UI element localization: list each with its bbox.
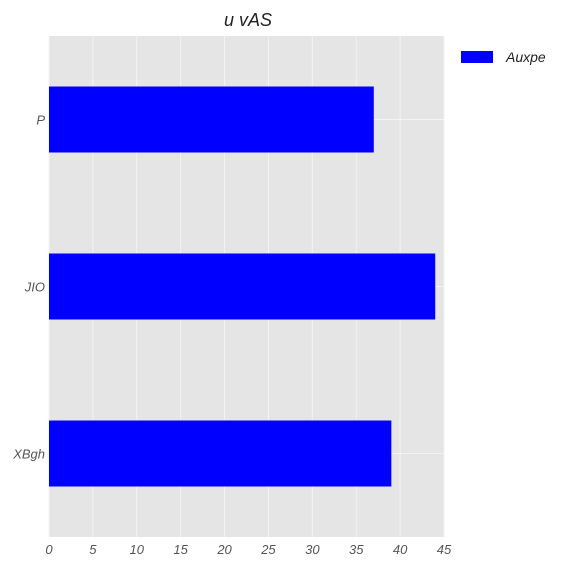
legend-swatch	[461, 51, 493, 63]
y-tick-labels: P JIO XBgh	[12, 113, 45, 462]
y-tick-label: XBgh	[12, 447, 45, 462]
x-tick-labels: 0 5 10 15 20 25 30 35 40 45	[45, 542, 452, 557]
bars	[49, 86, 436, 487]
chart-title: u vAS	[224, 10, 272, 30]
x-tick-label: 15	[173, 542, 188, 557]
x-tick-label: 40	[393, 542, 408, 557]
x-tick-label: 0	[45, 542, 53, 557]
legend: Auxpe	[461, 49, 546, 65]
bar-p	[49, 86, 374, 153]
x-tick-label: 25	[260, 542, 276, 557]
x-tick-label: 20	[216, 542, 232, 557]
bar-jio	[49, 253, 436, 320]
bar-xbgh	[49, 420, 392, 487]
x-tick-label: 35	[349, 542, 364, 557]
x-tick-label: 10	[130, 542, 145, 557]
x-tick-label: 45	[437, 542, 452, 557]
legend-label: Auxpe	[505, 49, 546, 65]
y-tick-label: JIO	[24, 280, 45, 295]
x-tick-label: 5	[89, 542, 97, 557]
y-tick-label: P	[36, 113, 45, 128]
x-tick-label: 30	[305, 542, 320, 557]
